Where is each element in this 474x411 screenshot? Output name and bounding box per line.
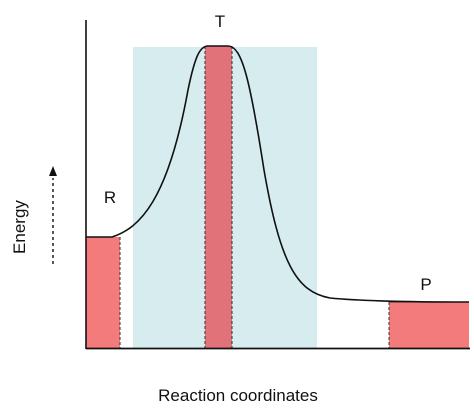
product-bar [389, 302, 469, 348]
label-product: P [420, 275, 431, 294]
reactant-bar [86, 237, 120, 348]
transition-bar [205, 46, 232, 348]
y-axis-label: Energy [10, 200, 29, 254]
energy-arrow-head-icon [49, 166, 57, 176]
energy-curve [86, 45, 470, 303]
label-transition: T [215, 12, 225, 31]
x-axis-label: Reaction coordinates [158, 386, 318, 405]
label-reactant: R [104, 188, 116, 207]
